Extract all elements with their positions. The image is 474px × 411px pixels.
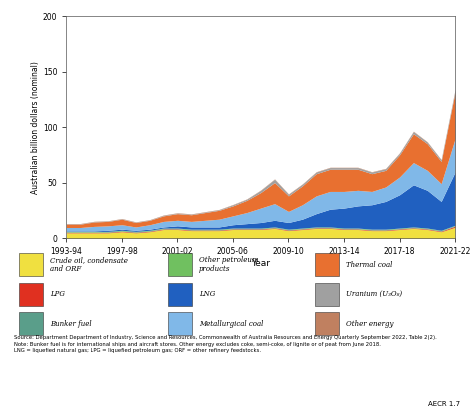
Text: Bunker fuel: Bunker fuel (50, 320, 91, 328)
Text: Other petroleum
products: Other petroleum products (199, 256, 259, 273)
Text: AECR 1.7: AECR 1.7 (428, 401, 460, 407)
Text: LPG: LPG (50, 290, 65, 298)
Text: Thermal coal: Thermal coal (346, 261, 392, 269)
FancyBboxPatch shape (315, 312, 339, 335)
X-axis label: Year: Year (251, 259, 270, 268)
Text: Other energy: Other energy (346, 320, 394, 328)
FancyBboxPatch shape (18, 283, 43, 306)
Text: Source: Department Department of Industry, Science and Resources, Commonwealth o: Source: Department Department of Industr… (14, 335, 437, 353)
FancyBboxPatch shape (315, 253, 339, 276)
Text: Metallurgical coal: Metallurgical coal (199, 320, 264, 328)
FancyBboxPatch shape (168, 253, 192, 276)
FancyBboxPatch shape (315, 283, 339, 306)
Text: Uranium (U₃O₈): Uranium (U₃O₈) (346, 290, 402, 298)
FancyBboxPatch shape (18, 253, 43, 276)
Text: LNG: LNG (199, 290, 216, 298)
Text: Crude oil, condensate
and ORF: Crude oil, condensate and ORF (50, 256, 128, 273)
FancyBboxPatch shape (168, 283, 192, 306)
FancyBboxPatch shape (168, 312, 192, 335)
FancyBboxPatch shape (18, 312, 43, 335)
Y-axis label: Australian billion dollars (nominal): Australian billion dollars (nominal) (31, 61, 40, 194)
